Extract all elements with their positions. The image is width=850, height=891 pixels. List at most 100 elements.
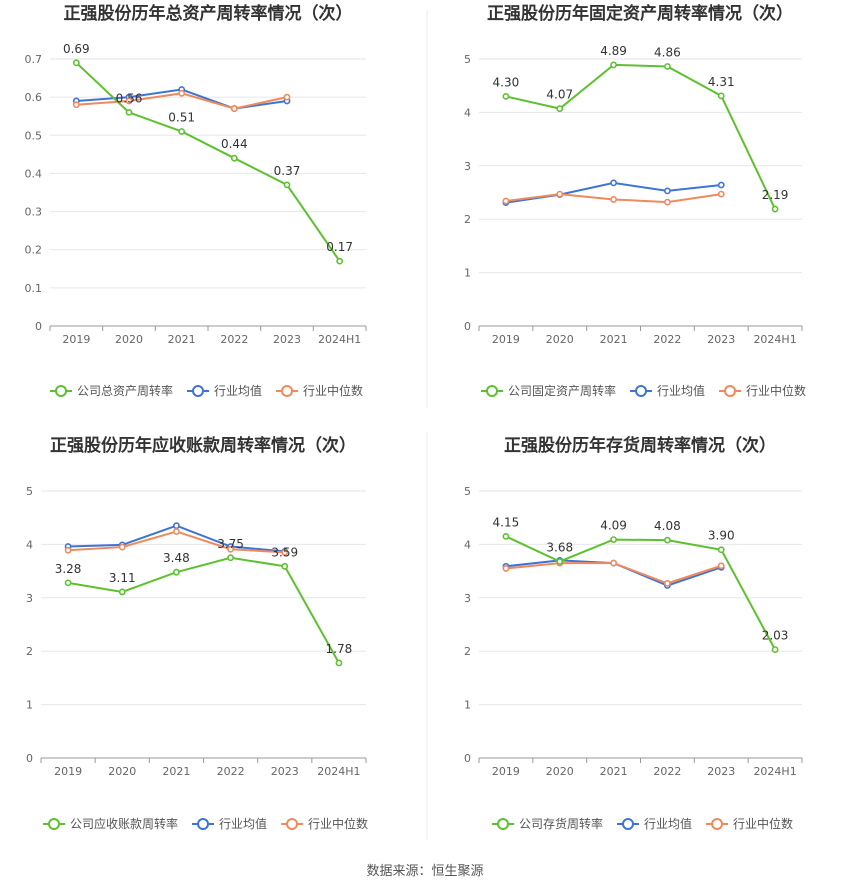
x-tick-label: 2023 <box>707 765 735 778</box>
industry-median-series-point <box>284 95 289 100</box>
y-tick-label: 0.2 <box>25 244 43 257</box>
company-series-point <box>719 93 724 98</box>
chart-title: 正强股份历年固定资产周转率情况（次） <box>487 3 793 24</box>
data-label: 3.28 <box>55 562 82 576</box>
y-tick-label: 0.7 <box>25 53 43 66</box>
y-tick-label: 4 <box>26 538 33 551</box>
industry-median-series-point <box>65 548 70 553</box>
industry-median-series-point <box>665 581 670 586</box>
company-series-point <box>503 94 508 99</box>
x-tick-label: 2021 <box>162 765 190 778</box>
legend-swatch-marker <box>287 819 297 829</box>
y-tick-label: 0 <box>464 752 471 765</box>
industry-median-series-point <box>611 560 616 565</box>
legend-label: 行业均值 <box>214 383 262 398</box>
x-tick-label: 2019 <box>492 333 520 346</box>
chart-title: 正强股份历年应收账款周转率情况（次） <box>50 435 356 456</box>
y-tick-label: 0.1 <box>25 282 43 295</box>
y-tick-label: 1 <box>26 699 33 712</box>
y-tick-label: 3 <box>464 160 471 173</box>
y-tick-label: 5 <box>464 53 471 66</box>
x-tick-label: 2024H1 <box>318 333 361 346</box>
data-label: 4.08 <box>654 519 681 533</box>
legend-label: 行业中位数 <box>308 816 368 831</box>
x-tick-label: 2022 <box>653 765 681 778</box>
legend-label: 行业中位数 <box>746 383 806 398</box>
x-tick-label: 2022 <box>220 333 248 346</box>
y-tick-label: 0.5 <box>25 129 43 142</box>
company-series-point <box>336 660 341 665</box>
legend-label: 行业中位数 <box>733 816 793 831</box>
company-series-point <box>719 547 724 552</box>
x-tick-label: 2021 <box>168 333 196 346</box>
y-tick-label: 0.6 <box>25 91 43 104</box>
figure-canvas: 正强股份历年总资产周转率情况（次） 0 0.1 0.2 0.3 0.4 0.5 0.6 0.7 2… <box>0 0 850 891</box>
x-tick-label: 2019 <box>54 765 82 778</box>
y-tick-label: 0 <box>26 752 33 765</box>
y-tick-label: 0 <box>35 320 42 333</box>
y-tick-label: 3 <box>26 592 33 605</box>
data-label: 4.15 <box>493 515 520 529</box>
y-tick-label: 0 <box>464 320 471 333</box>
company-series-point <box>228 555 233 560</box>
company-series-point <box>665 538 670 543</box>
y-tick-label: 1 <box>464 699 471 712</box>
legend-swatch-marker <box>623 819 633 829</box>
y-tick-label: 0.3 <box>25 206 43 219</box>
legend-swatch-marker <box>712 819 722 829</box>
legend-swatch-marker <box>487 386 497 396</box>
company-series-point <box>611 537 616 542</box>
x-tick-label: 2020 <box>108 765 136 778</box>
industry-average-series-point <box>719 182 724 187</box>
company-series-point <box>772 206 777 211</box>
data-label: 4.30 <box>493 75 520 89</box>
y-tick-label: 1 <box>464 267 471 280</box>
data-label: 4.86 <box>654 45 681 59</box>
company-series-point <box>665 64 670 69</box>
y-tick-label: 5 <box>26 485 33 498</box>
industry-median-series-point <box>232 106 237 111</box>
industry-average-series-point <box>611 180 616 185</box>
legend-label: 公司应收账款周转率 <box>70 816 178 831</box>
x-tick-label: 2024H1 <box>317 765 360 778</box>
company-series-point <box>611 62 616 67</box>
industry-median-series-point <box>179 91 184 96</box>
industry-median-series-point <box>120 544 125 549</box>
legend-swatch-marker <box>725 386 735 396</box>
industry-average-series-point <box>665 188 670 193</box>
chart-title: 正强股份历年总资产周转率情况（次） <box>64 3 353 24</box>
legend-swatch-marker <box>49 819 59 829</box>
legend-swatch-marker <box>282 386 292 396</box>
industry-median-series-point <box>611 197 616 202</box>
data-label: 3.48 <box>163 551 190 565</box>
x-tick-label: 2021 <box>600 333 628 346</box>
data-label: 3.68 <box>546 540 573 554</box>
industry-median-series-point <box>503 566 508 571</box>
data-label: 4.07 <box>546 88 573 102</box>
chart-total-asset-turnover: 正强股份历年总资产周转率情况（次） 0 0.1 0.2 0.3 0.4 0.5 0.6 0.7 2… <box>25 3 367 398</box>
y-tick-label: 0.4 <box>25 167 43 180</box>
industry-median-series-point <box>665 200 670 205</box>
chart-receivables-turnover: 正强股份历年应收账款周转率情况（次） 0 1 2 3 4 5 2019 2020 2021 2022… <box>26 435 368 831</box>
company-series-point <box>557 106 562 111</box>
company-series-point <box>503 534 508 539</box>
company-series-point <box>120 589 125 594</box>
legend-label: 行业中位数 <box>303 383 363 398</box>
y-tick-label: 2 <box>464 645 471 658</box>
industry-median-series-point <box>557 192 562 197</box>
legend-label: 行业均值 <box>219 816 267 831</box>
y-tick-label: 4 <box>464 106 471 119</box>
industry-median-series-point <box>174 529 179 534</box>
industry-median-series-point <box>74 102 79 107</box>
data-label: 0.69 <box>63 42 90 56</box>
legend-swatch-marker <box>193 386 203 396</box>
chart-inventory-turnover: 正强股份历年存货周转率情况（次）0123452019 2020 2021 2022 20… <box>464 435 802 831</box>
legend-label: 公司存货周转率 <box>519 816 603 831</box>
company-series-point <box>284 182 289 187</box>
data-label: 2.19 <box>762 188 789 202</box>
legend-label: 公司总资产周转率 <box>77 383 173 398</box>
x-tick-label: 2022 <box>217 765 245 778</box>
y-tick-label: 3 <box>464 592 471 605</box>
x-tick-label: 2024H1 <box>753 765 796 778</box>
data-label: 3.75 <box>217 537 244 551</box>
